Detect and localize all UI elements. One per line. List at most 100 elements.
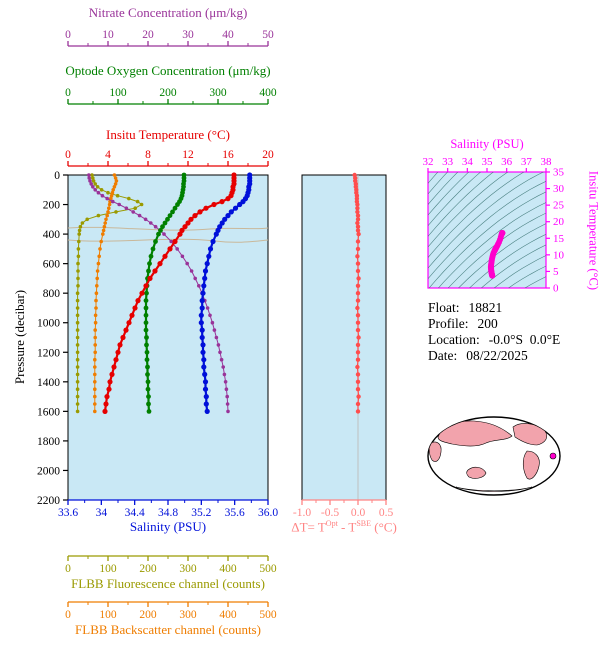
tick-label: 25 (553, 200, 565, 212)
profile-marker (87, 173, 91, 177)
delta-t-marker (355, 350, 361, 355)
profile-marker (222, 216, 228, 222)
profile-marker (198, 320, 204, 326)
profile-marker (106, 210, 110, 214)
profile-marker (225, 196, 231, 202)
tick-label: 1400 (37, 377, 60, 389)
profile-marker (87, 176, 91, 180)
delta-t-marker (355, 357, 361, 362)
delta-t-marker (355, 327, 361, 333)
profile-marker (219, 220, 225, 226)
tick-label: 10 (553, 249, 565, 261)
tick-label: 400 (219, 563, 237, 575)
tick-label: 38 (541, 156, 553, 168)
temperature-axis: 0 4 8 12 16 20 (65, 149, 274, 167)
profile-marker (109, 371, 115, 377)
profile-marker (114, 179, 119, 183)
profile-marker (77, 228, 82, 233)
delta-t-marker (356, 231, 361, 237)
profile-marker (143, 312, 149, 318)
tick-label: 10 (102, 29, 114, 41)
fluorescence-axis: 0 100 200 300 400 500 (65, 555, 277, 575)
profile-marker (75, 402, 80, 406)
profile-marker (202, 371, 208, 377)
profile-1 (198, 172, 253, 414)
tick-label: -1.0 (293, 507, 311, 519)
density-contour (428, 172, 494, 237)
profile-marker (93, 387, 97, 392)
info-profile-value: 200 (477, 316, 498, 331)
tick-label: 35 (482, 156, 494, 168)
delta-t-marker (355, 213, 361, 218)
density-contour (438, 202, 546, 288)
profile-marker (206, 253, 212, 259)
profile-marker (93, 188, 97, 192)
tick-label: 0 (65, 87, 71, 99)
profile-marker (182, 224, 188, 230)
tick-label: 50 (262, 29, 274, 41)
profile-marker (88, 179, 92, 183)
profile-marker (237, 201, 243, 208)
delta-t-marker (356, 335, 361, 340)
tick-label: 35.2 (191, 507, 211, 519)
profile-marker (117, 342, 123, 348)
profile-marker (75, 409, 80, 414)
profile-marker (193, 276, 197, 281)
profile-marker (197, 284, 201, 288)
delta-t-marker (355, 298, 361, 303)
profile-marker (146, 401, 151, 407)
delta-t-marker (355, 305, 360, 311)
profile-marker (91, 179, 96, 183)
delta-t-marker (355, 268, 361, 274)
delta-t-marker (355, 217, 361, 222)
profile-marker (76, 254, 81, 259)
salinity-axis: 33.6 34 34.4 34.8 35.2 35.6 36.0 (58, 499, 278, 519)
profile-marker (146, 394, 151, 399)
tick-label: 0 (65, 563, 71, 575)
profile-marker (199, 327, 205, 333)
profile-marker (95, 185, 100, 189)
profile-marker (156, 231, 161, 237)
delta-t-marker (355, 254, 360, 259)
tick-label: 0 (54, 170, 60, 182)
profile-marker (219, 357, 224, 362)
tick-label: 800 (43, 288, 61, 300)
density-contour (493, 255, 546, 288)
profile-marker (232, 205, 239, 211)
profile-marker (85, 217, 89, 222)
profile-marker (93, 357, 97, 362)
profile-marker (180, 254, 185, 259)
profile-marker (90, 173, 94, 177)
profile-marker (109, 193, 114, 198)
tick-label: 600 (43, 259, 61, 271)
delta-t-marker (355, 320, 361, 325)
main-profile-panel (67, 172, 269, 501)
tick-label: 16 (222, 149, 234, 161)
profile-marker (76, 261, 80, 266)
tick-label: 33 (442, 156, 454, 168)
profile-marker (93, 350, 97, 355)
profile-marker (106, 190, 110, 195)
profile-marker (76, 276, 80, 281)
tick-label: 30 (553, 183, 565, 195)
profile-marker (221, 365, 225, 369)
density-contour (428, 172, 482, 226)
density-overlay-line (67, 238, 269, 243)
profile-marker (93, 313, 98, 318)
tick-label: 36.0 (258, 507, 278, 519)
profile-marker (198, 312, 204, 318)
profile-marker (96, 213, 101, 218)
profile-marker (75, 372, 80, 377)
tick-label: 1800 (37, 436, 60, 448)
delta-t-marker (355, 261, 361, 266)
profile-0 (102, 172, 237, 414)
profile-marker (75, 328, 80, 332)
land-mass (455, 486, 533, 492)
tick-label: 400 (219, 609, 237, 621)
info-location: Location: -0.0°S 0.0°E (428, 332, 560, 348)
profile-marker (139, 290, 145, 296)
main-plot-area (67, 174, 269, 501)
profile-marker (172, 205, 178, 211)
profile-marker (199, 298, 205, 304)
tick-label: 4 (105, 149, 111, 161)
